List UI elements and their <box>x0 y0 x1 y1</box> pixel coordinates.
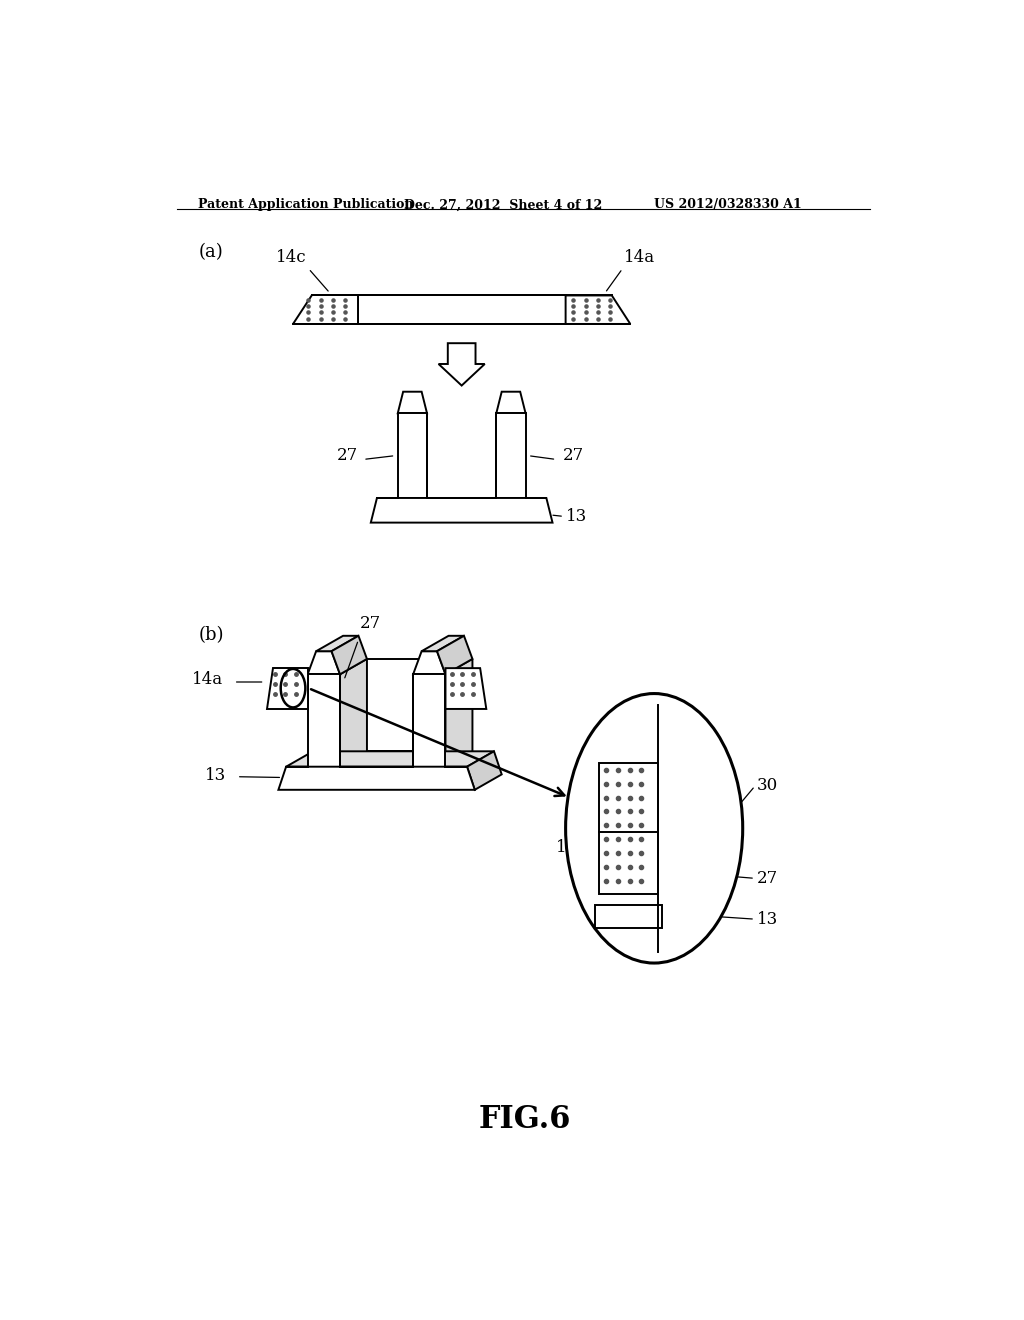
Polygon shape <box>267 668 307 709</box>
Polygon shape <box>595 906 662 928</box>
Text: 14a: 14a <box>191 671 223 688</box>
Text: FIG.6: FIG.6 <box>478 1104 571 1135</box>
Polygon shape <box>445 659 472 767</box>
Polygon shape <box>413 659 472 675</box>
Polygon shape <box>371 498 553 523</box>
Text: 14a: 14a <box>556 840 587 857</box>
Polygon shape <box>332 636 367 675</box>
Text: 27: 27 <box>562 447 584 465</box>
Polygon shape <box>307 651 340 675</box>
Polygon shape <box>497 413 525 498</box>
Polygon shape <box>397 413 427 498</box>
Polygon shape <box>357 296 565 323</box>
Polygon shape <box>467 751 502 789</box>
Polygon shape <box>497 392 525 413</box>
Text: 27: 27 <box>360 615 381 632</box>
Text: 13: 13 <box>205 767 226 784</box>
Text: 27: 27 <box>337 447 357 465</box>
Polygon shape <box>422 636 464 651</box>
Text: (a): (a) <box>199 243 223 261</box>
Polygon shape <box>413 675 445 767</box>
Polygon shape <box>599 763 658 894</box>
Text: Dec. 27, 2012  Sheet 4 of 12: Dec. 27, 2012 Sheet 4 of 12 <box>403 198 602 211</box>
Text: 13: 13 <box>566 508 588 525</box>
Polygon shape <box>316 636 358 651</box>
Text: Patent Application Publication: Patent Application Publication <box>199 198 414 211</box>
Polygon shape <box>565 296 631 323</box>
Polygon shape <box>413 651 445 675</box>
Polygon shape <box>307 659 367 675</box>
Polygon shape <box>293 296 357 323</box>
Polygon shape <box>437 636 472 675</box>
Text: 27: 27 <box>757 870 778 887</box>
Text: US 2012/0328330 A1: US 2012/0328330 A1 <box>654 198 802 211</box>
Polygon shape <box>286 751 494 767</box>
Text: 14a: 14a <box>625 249 655 267</box>
Text: 30: 30 <box>757 777 778 795</box>
Text: 14c: 14c <box>276 249 307 267</box>
Polygon shape <box>307 675 340 767</box>
Polygon shape <box>445 668 486 709</box>
Polygon shape <box>397 392 427 413</box>
Polygon shape <box>279 767 475 789</box>
Polygon shape <box>438 343 484 385</box>
Ellipse shape <box>565 693 742 964</box>
Text: 13: 13 <box>757 911 778 928</box>
Polygon shape <box>340 659 367 767</box>
Text: (b): (b) <box>199 627 224 644</box>
